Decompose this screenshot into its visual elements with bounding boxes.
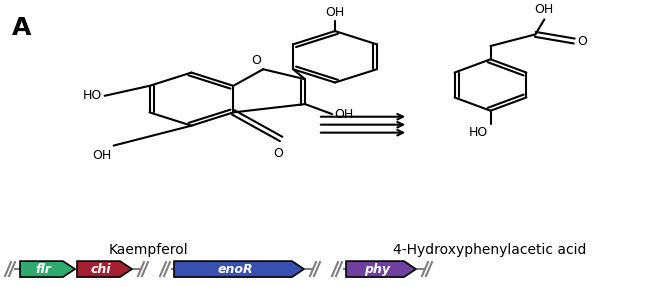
- Text: 4-Hydroxyphenylacetic acid: 4-Hydroxyphenylacetic acid: [393, 243, 587, 257]
- Text: OH: OH: [334, 108, 353, 121]
- Text: Kaempferol: Kaempferol: [108, 243, 188, 257]
- Text: OH: OH: [92, 149, 112, 162]
- Text: enoR: enoR: [217, 263, 253, 276]
- Text: OH: OH: [535, 3, 554, 16]
- Polygon shape: [346, 261, 416, 277]
- Text: chi: chi: [90, 263, 111, 276]
- Text: HO: HO: [82, 89, 102, 102]
- Text: phy: phy: [364, 263, 390, 276]
- Text: HO: HO: [468, 126, 488, 139]
- Text: OH: OH: [325, 6, 345, 19]
- Polygon shape: [77, 261, 132, 277]
- Text: flr: flr: [36, 263, 51, 276]
- Text: O: O: [577, 34, 587, 48]
- Text: O: O: [251, 54, 261, 67]
- Text: O: O: [273, 147, 283, 160]
- Polygon shape: [20, 261, 75, 277]
- Polygon shape: [174, 261, 304, 277]
- Text: A: A: [12, 16, 32, 40]
